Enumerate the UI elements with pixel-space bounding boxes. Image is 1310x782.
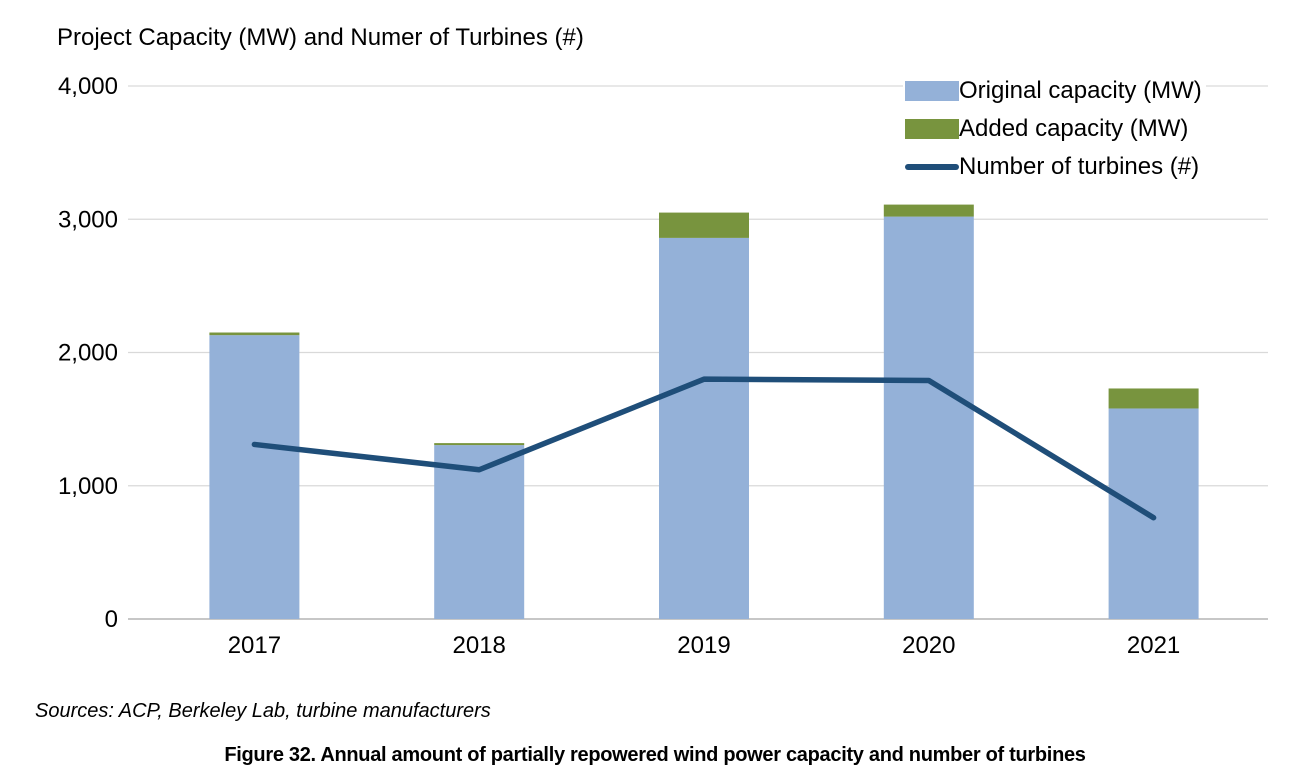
x-tick-label: 2018 — [453, 632, 506, 659]
legend-swatch-added-capacity-icon — [905, 119, 959, 139]
y-tick-label: 2,000 — [58, 340, 118, 367]
bar-added-capacity — [883, 204, 974, 217]
bar-original-capacity — [434, 445, 525, 619]
figure-caption: Figure 32. Annual amount of partially re… — [224, 744, 1086, 766]
legend-item-number-of-turbines: Number of turbines (#) — [905, 148, 1202, 186]
bar-original-capacity — [659, 237, 749, 619]
x-tick-label: 2017 — [228, 632, 281, 659]
x-tick-label: 2019 — [677, 632, 730, 659]
bar-added-capacity — [1108, 388, 1199, 409]
chart-title: Project Capacity (MW) and Numer of Turbi… — [57, 24, 584, 51]
y-tick-label: 1,000 — [58, 473, 118, 500]
bar-added-capacity — [659, 212, 749, 238]
legend-item-added-capacity: Added capacity (MW) — [905, 110, 1202, 148]
y-tick-label: 4,000 — [58, 73, 118, 100]
turbines-line — [251, 376, 1157, 521]
bar-original-capacity — [1108, 408, 1199, 619]
legend-swatch-original-capacity-icon — [905, 81, 959, 101]
legend-label-added-capacity: Added capacity (MW) — [959, 115, 1189, 142]
legend-item-original-capacity: Original capacity (MW) — [905, 72, 1202, 110]
bar-original-capacity — [883, 216, 974, 619]
chart-legend: Original capacity (MW) Added capacity (M… — [903, 70, 1206, 188]
legend-label-original-capacity: Original capacity (MW) — [959, 77, 1202, 104]
x-tick-label: 2021 — [1127, 632, 1180, 659]
y-tick-label: 3,000 — [58, 206, 118, 233]
bar-added-capacity — [434, 443, 525, 446]
x-tick-label: 2020 — [902, 632, 955, 659]
sources-note: Sources: ACP, Berkeley Lab, turbine manu… — [35, 700, 491, 722]
legend-swatch-turbines-line-icon — [905, 164, 959, 170]
bar-original-capacity — [209, 335, 300, 619]
y-tick-label: 0 — [105, 606, 118, 633]
legend-label-number-of-turbines: Number of turbines (#) — [959, 153, 1200, 180]
chart-plot-area: 0 1,000 2,000 3,000 4,000 2017 2018 2019 2020 202… — [58, 73, 1268, 659]
bar-added-capacity — [209, 332, 300, 336]
